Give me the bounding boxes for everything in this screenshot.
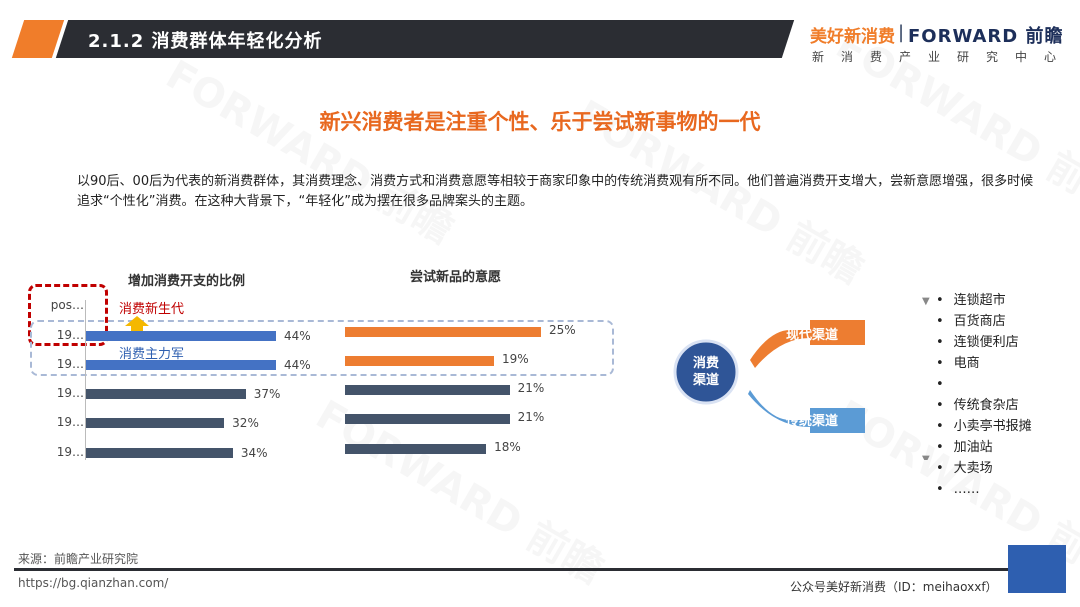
channel-item: • 连锁便利店 (936, 332, 1019, 353)
bar-newproducts (345, 327, 541, 337)
data-label-newproducts: 21% (517, 381, 545, 395)
bullet-icon: • (936, 461, 944, 476)
source-url[interactable]: https://bg.qianzhan.com/ (18, 576, 169, 590)
footer-divider (14, 568, 1014, 571)
data-label-newproducts: 25% (549, 323, 576, 337)
modern-channel-list: • 连锁超市 • 百货商店 • 连锁便利店 • 电商 (936, 290, 1019, 374)
traditional-channel-list: • • 传统食杂店 • 小卖亭书报摊 • 加油站 • 大卖场 • …… (936, 374, 1032, 500)
channel-item: • 连锁超市 (936, 290, 1019, 311)
section-title: 2.1.2 消费群体年轻化分析 (88, 31, 323, 52)
channel-root-label: 消费 渠道 (692, 356, 719, 388)
chart-title-newproducts: 尝试新品的意愿 (410, 270, 502, 285)
category-label: 19… (56, 357, 84, 371)
channel-item: • 小卖亭书报摊 (936, 416, 1032, 437)
channel-item-label: …… (953, 482, 980, 497)
channel-item: • 加油站 (936, 437, 1032, 458)
channel-item-label: 连锁便利店 (953, 335, 1019, 350)
category-label: 19… (56, 415, 84, 429)
category-label: 19… (56, 445, 84, 459)
label-main-force: 消费主力军 (119, 347, 185, 362)
channel-diagram: ▼ ▼ (673, 296, 930, 460)
intro-paragraph: 以90后、00后为代表的新消费群体，其消费理念、消费方式和消费意愿等相较于商家印… (77, 174, 1034, 209)
category-label: 19… (56, 386, 84, 400)
channel-item-label: 百货商店 (953, 314, 1006, 329)
data-label-spending: 32% (232, 416, 259, 430)
bar-newproducts (345, 444, 487, 454)
highlight-box-blue (30, 320, 614, 376)
channel-item-label: 加油站 (953, 440, 993, 455)
channel-item: • 传统食杂店 (936, 395, 1032, 416)
bullet-icon: • (936, 356, 944, 371)
brand-forward-logo: FORWARD 前瞻 (908, 26, 1064, 47)
bullet-icon: • (936, 398, 944, 413)
watermark: FORWARD 前瞻 (157, 43, 466, 255)
bar-newproducts (345, 356, 494, 366)
brand-meihao-logo: 美好新消费 (810, 27, 895, 47)
bar-newproducts (345, 414, 510, 424)
header-accent (11, 20, 65, 58)
modern-channel-label: 现代渠道 (785, 328, 838, 343)
channel-item: • (936, 374, 1032, 395)
bullet-icon: • (936, 293, 944, 308)
data-label-newproducts: 19% (501, 352, 529, 366)
bar-spending (86, 331, 276, 341)
channel-item-label: 传统食杂店 (953, 398, 1019, 413)
traditional-channel-label: 传统渠道 (785, 414, 838, 429)
channel-item-label: 大卖场 (953, 461, 993, 476)
bullet-icon: • (936, 314, 944, 329)
data-label-spending: 44% (284, 329, 311, 343)
channel-item-label: 小卖亭书报摊 (953, 419, 1032, 434)
data-label-spending: 44% (284, 358, 311, 372)
channel-item-label: 连锁超市 (953, 293, 1006, 308)
source-note: 来源：前瞻产业研究院 (18, 552, 139, 566)
bar-spending (86, 418, 225, 428)
highlight-box-red (28, 284, 108, 346)
bullet-icon: • (936, 419, 944, 434)
page-title: 新兴消费者是注重个性、乐于尝试新事物的一代 (319, 110, 761, 134)
chart-title-spending: 增加消费开支的比例 (128, 274, 246, 289)
bullet-icon: • (936, 482, 944, 497)
channel-item-label: 电商 (953, 356, 980, 371)
category-label: pos… (50, 298, 84, 312)
brand-separator: | (898, 22, 905, 43)
channel-item: • 电商 (936, 353, 1019, 374)
channel-item: • 百货商店 (936, 311, 1019, 332)
bar-spending (86, 448, 233, 458)
data-label-spending: 34% (240, 446, 268, 460)
data-label-newproducts: 18% (494, 440, 521, 454)
channel-item: • 大卖场 (936, 458, 1032, 479)
bullet-icon: • (936, 377, 944, 392)
brand-subtitle: 新消费产业研究中心 (812, 50, 1074, 64)
label-new-generation: 消费新生代 (119, 302, 185, 317)
corner-block (1008, 545, 1066, 593)
category-label: 19… (56, 328, 84, 342)
bullet-icon: • (936, 440, 944, 455)
data-label-spending: 37% (253, 387, 281, 401)
chevron-icon: ▼ (922, 296, 930, 307)
bar-newproducts (345, 385, 510, 395)
chevron-icon: ▼ (922, 454, 930, 460)
account-id: 公众号美好新消费（ID：meihaoxxf） (790, 580, 998, 594)
channel-item: • …… (936, 479, 1032, 500)
modern-channel-branch (750, 320, 865, 368)
bar-spending (86, 389, 246, 399)
y-axis-line (85, 300, 86, 460)
arrow-up-icon (125, 316, 149, 326)
bar-spending (86, 360, 276, 370)
bullet-icon: • (936, 335, 944, 350)
channel-root-node (673, 339, 739, 405)
traditional-channel-branch (748, 390, 865, 433)
data-label-newproducts: 21% (517, 410, 545, 424)
